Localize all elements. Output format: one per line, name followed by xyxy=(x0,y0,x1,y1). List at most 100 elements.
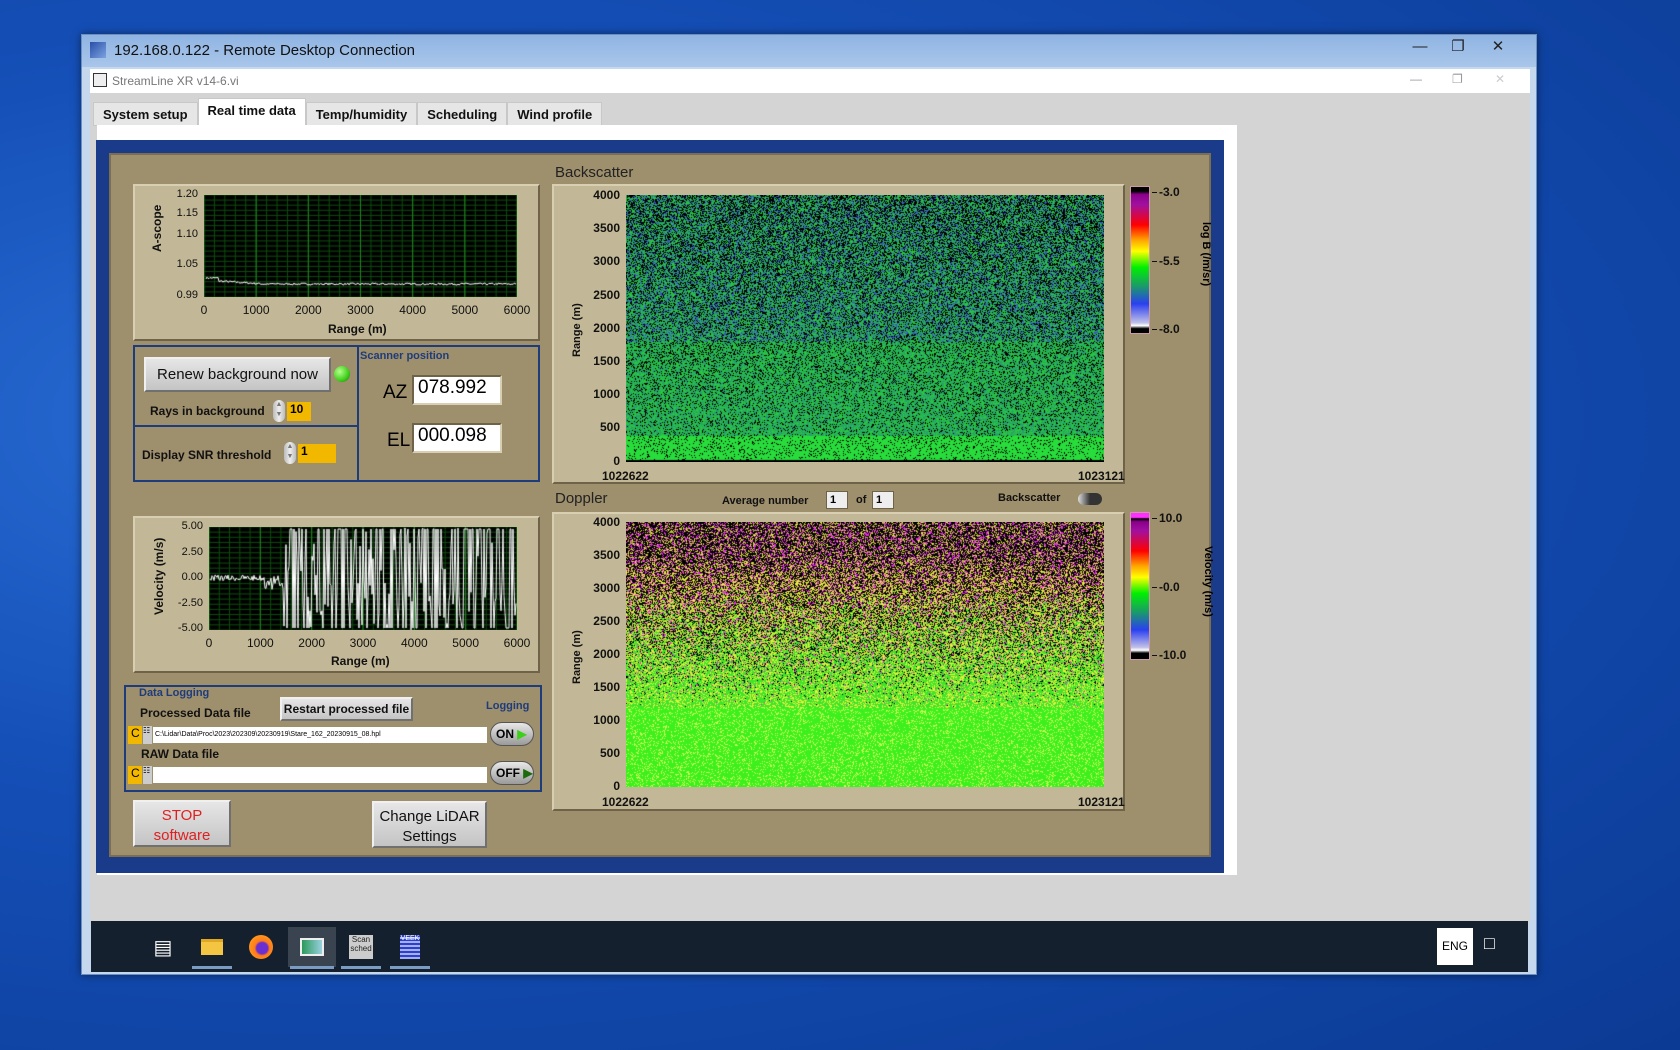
doppler-heatmap xyxy=(626,522,1104,787)
doppler-ylabel: Range (m) xyxy=(571,630,583,684)
app-title: StreamLine XR v14-6.vi xyxy=(112,74,239,88)
rays-input[interactable]: 10 xyxy=(287,402,311,421)
app-close-button[interactable]: ✕ xyxy=(1495,72,1506,86)
logging-label: Logging xyxy=(486,700,530,712)
ascope-xtick: 6000 xyxy=(503,303,531,317)
rays-spinner[interactable]: ▲ ▼ xyxy=(273,400,285,422)
backscatter-switch-label: Backscatter xyxy=(998,492,1061,504)
rays-label: Rays in background xyxy=(150,404,265,418)
backscatter-colorbar-tick: -5.5 xyxy=(1152,254,1180,268)
processed-file-label: Processed Data file xyxy=(140,706,251,720)
processed-file-path[interactable]: C:\Lidar\Data\Proc\2023\202309\20230919\… xyxy=(153,727,487,743)
el-value: 000.098 xyxy=(412,423,502,453)
language-indicator[interactable]: ENG xyxy=(1437,928,1473,965)
app-title-bar: StreamLine XR v14-6.vi — ❐ ✕ xyxy=(90,69,1530,93)
raw-drive-indicator: C xyxy=(128,766,142,784)
el-label: EL xyxy=(387,430,411,451)
tab-system-setup[interactable]: System setup xyxy=(93,102,198,126)
renew-background-button[interactable]: Renew background now xyxy=(144,357,331,392)
doppler-ytick: 2000 xyxy=(593,647,620,661)
raw-file-path[interactable] xyxy=(153,767,487,783)
doppler-colorbar-tick: -10.0 xyxy=(1152,648,1186,662)
average-number-value: 1 xyxy=(826,491,848,509)
change-lidar-settings-button[interactable]: Change LiDAR Settings xyxy=(372,801,487,848)
velocity-ytick: -2.50 xyxy=(177,596,203,609)
velocity-xtick: 2000 xyxy=(298,636,325,650)
doppler-ytick: 4000 xyxy=(593,515,620,529)
data-logging-title: Data Logging xyxy=(139,687,210,699)
off-label: OFF xyxy=(496,766,520,780)
doppler-x-start: 1022622 xyxy=(602,795,649,809)
backscatter-ytick: 1000 xyxy=(593,387,620,402)
firefox-icon[interactable] xyxy=(239,927,283,967)
raw-logging-toggle[interactable]: OFF ▶ xyxy=(490,761,534,785)
task-view-icon[interactable]: ▤ xyxy=(153,936,173,959)
backscatter-ylabel: Range (m) xyxy=(571,303,583,357)
backscatter-title: Backscatter xyxy=(555,164,634,181)
backscatter-heatmap xyxy=(626,195,1104,462)
ascope-ytick: 1.15 xyxy=(176,207,198,219)
stop-line2: software xyxy=(153,827,211,844)
tab-temp-humidity[interactable]: Temp/humidity xyxy=(305,102,418,126)
backscatter-x-start: 1022622 xyxy=(602,469,649,483)
backscatter-colorbar-tick: -8.0 xyxy=(1152,322,1180,336)
minimize-button[interactable]: — xyxy=(1412,38,1428,55)
ascope-ytick: 0.99 xyxy=(176,289,198,301)
backscatter-x-end: 1023121 xyxy=(1078,469,1125,483)
ascope-ytick: 1.20 xyxy=(176,188,198,200)
processed-logging-toggle[interactable]: ON ▶ xyxy=(490,722,534,746)
browse-icon[interactable]: ☷ xyxy=(143,726,152,744)
velocity-ylabel: Velocity (m/s) xyxy=(152,537,166,615)
doppler-ytick: 2500 xyxy=(593,614,620,628)
app-minimize-button[interactable]: — xyxy=(1410,72,1422,86)
tab-wind-profile[interactable]: Wind profile xyxy=(507,102,603,126)
labview-app-icon[interactable] xyxy=(288,927,336,969)
veek-app-icon[interactable]: VEEK xyxy=(388,927,432,969)
change-line2: Settings xyxy=(402,828,457,845)
average-number-label: Average number xyxy=(722,495,809,507)
velocity-xtick: 5000 xyxy=(452,636,479,650)
processed-drive-indicator: C xyxy=(128,726,142,744)
velocity-xlabel: Range (m) xyxy=(331,654,390,668)
velocity-xtick: 6000 xyxy=(503,636,531,650)
close-button[interactable]: ✕ xyxy=(1491,38,1505,55)
backscatter-ytick: 1500 xyxy=(593,354,620,368)
stop-software-button[interactable]: STOP software xyxy=(133,800,231,847)
doppler-ytick: 1500 xyxy=(593,680,620,694)
restore-button[interactable]: ❐ xyxy=(1451,38,1465,55)
backscatter-colorbar-tick: -3.0 xyxy=(1152,185,1180,199)
rdp-icon xyxy=(90,42,106,58)
velocity-ytick: -5.00 xyxy=(177,622,203,634)
notifications-icon[interactable]: □ xyxy=(1484,933,1495,953)
doppler-colorbar-tick: -0.0 xyxy=(1152,580,1180,594)
doppler-colorbar-label: Velocity (m/s) xyxy=(1202,546,1214,617)
file-explorer-icon[interactable] xyxy=(190,927,234,969)
velocity-ytick: 5.00 xyxy=(181,520,203,532)
doppler-ytick: 3000 xyxy=(593,581,620,595)
velocity-xtick: 0 xyxy=(205,636,213,650)
ascope-ytick: 1.10 xyxy=(176,228,198,240)
snr-spinner[interactable]: ▲ ▼ xyxy=(284,442,296,464)
scan-sched-icon[interactable]: Scan sched xyxy=(339,927,383,969)
backscatter-ytick: 3500 xyxy=(593,221,620,236)
backscatter-ytick: 2000 xyxy=(593,320,620,335)
backscatter-colorbar-label: log B (/m/sr) xyxy=(1200,222,1212,287)
doppler-colorbar-tick: 10.0 xyxy=(1152,511,1182,525)
backscatter-ytick: 2500 xyxy=(593,287,620,302)
ascope-xtick: 2000 xyxy=(294,303,322,317)
snr-input[interactable]: 1 xyxy=(298,444,336,463)
renew-indicator-led xyxy=(334,366,350,382)
doppler-colorbar xyxy=(1130,512,1150,660)
raw-browse-icon[interactable]: ☷ xyxy=(143,766,152,784)
ascope-xtick: 0 xyxy=(200,303,208,317)
restart-processed-file-button[interactable]: Restart processed file xyxy=(280,697,413,721)
app-restore-button[interactable]: ❐ xyxy=(1452,72,1463,86)
tab-real-time-data[interactable]: Real time data xyxy=(197,98,306,126)
tab-scheduling[interactable]: Scheduling xyxy=(417,102,508,126)
backscatter-switch[interactable] xyxy=(1078,493,1102,505)
taskbar: ▤ Scan sched VEEK ENG □ xyxy=(91,921,1528,972)
scan-sched-text: Scan sched xyxy=(349,935,373,959)
ascope-ylabel: A-scope xyxy=(150,204,164,252)
ascope-xtick: 4000 xyxy=(399,303,426,317)
ascope-xtick: 3000 xyxy=(347,303,374,317)
